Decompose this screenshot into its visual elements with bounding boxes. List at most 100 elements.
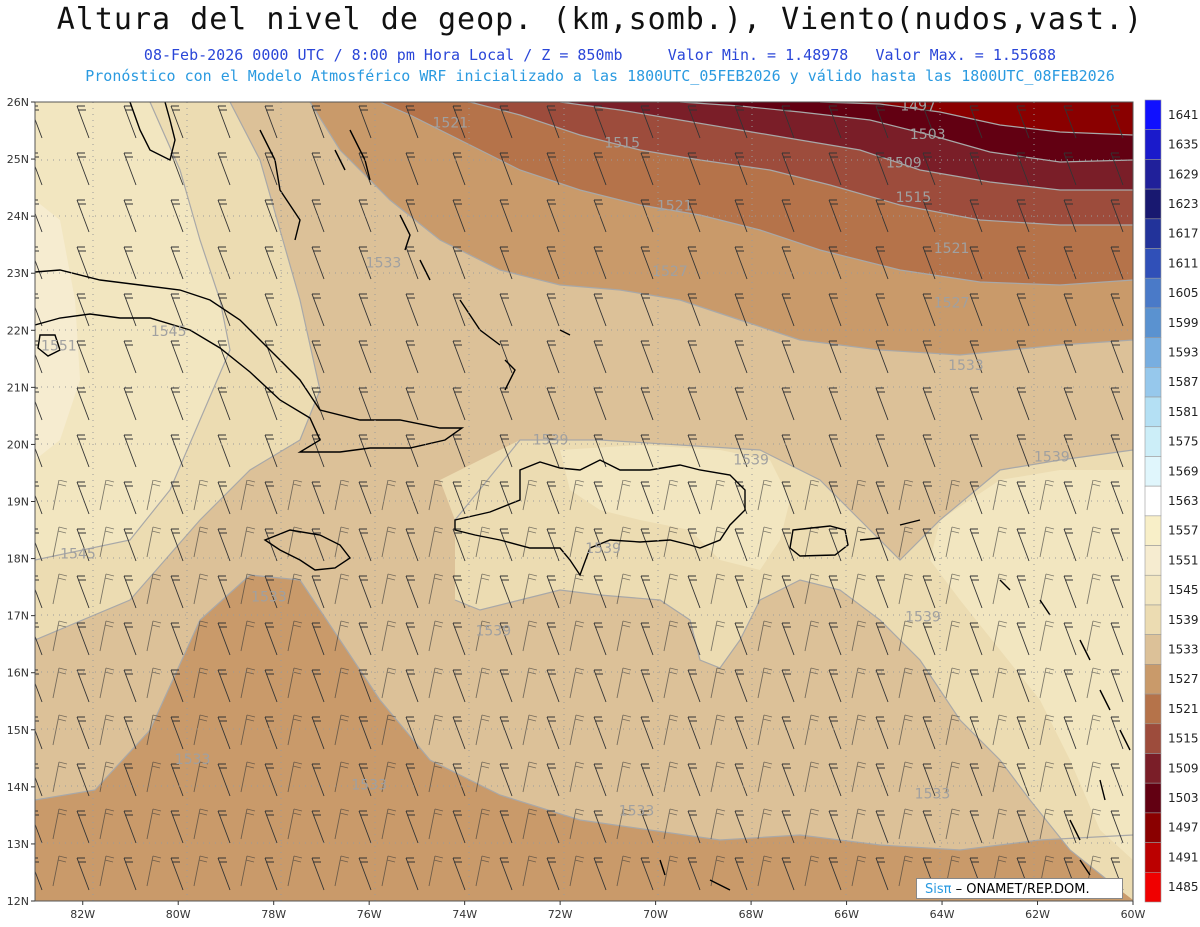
contour-label: 1497 <box>900 99 936 115</box>
lon-tick-label: 60W <box>1121 908 1146 921</box>
puerto-rico-coastline <box>789 525 849 557</box>
lon-tick-label: 82W <box>70 908 95 921</box>
colorbar-swatch <box>1144 426 1162 457</box>
lat-tick-label: 19N <box>7 496 29 509</box>
lon-tick-label: 62W <box>1025 908 1050 921</box>
contour-label: 1545 <box>60 547 96 563</box>
lat-tick-label: 25N <box>7 153 29 166</box>
colorbar-swatch <box>1144 812 1162 843</box>
colorbar-swatch <box>1144 159 1162 190</box>
colorbar-swatch <box>1144 753 1162 784</box>
colorbar-label: 1635 <box>1168 138 1199 152</box>
colorbar-label: 1515 <box>1168 732 1199 746</box>
colorbar-swatch <box>1144 248 1162 279</box>
colorbar: 1641 1635 1629 1623 1617 1611 1605 1599 1593 1587… <box>1144 99 1199 903</box>
wind-barbs-field-south <box>35 480 1133 901</box>
contour-label: 1539 <box>1034 450 1070 466</box>
colorbar-label: 1599 <box>1168 316 1199 330</box>
contour-label: 1515 <box>896 190 932 206</box>
colorbar-label: 1623 <box>1168 197 1199 211</box>
colorbar-swatch <box>1144 515 1162 546</box>
colorbar-swatch <box>1144 99 1162 131</box>
colorbar-swatch <box>1144 634 1162 665</box>
contour-label: 1539 <box>585 541 621 557</box>
lat-tick-label: 17N <box>7 610 29 623</box>
datetime-text: 08-Feb-2026 0000 UTC / 8:00 pm Hora Loca… <box>143 46 623 64</box>
colorbar-label: 1557 <box>1168 524 1199 538</box>
contour-label: 1533 <box>351 778 387 794</box>
colorbar-label: 1593 <box>1168 345 1199 359</box>
lat-tick-label: 20N <box>7 438 29 451</box>
colorbar-swatch <box>1144 782 1162 814</box>
contour-label: 1509 <box>886 156 922 172</box>
contour-label: 1533 <box>619 803 655 819</box>
chart-title: Altura del nivel de geop. (km,somb.), Vi… <box>56 2 1144 37</box>
colorbar-swatch <box>1144 277 1162 309</box>
contour-label: 1521 <box>657 198 693 214</box>
colorbar-label: 1587 <box>1168 375 1199 389</box>
lon-tick-label: 64W <box>930 908 955 921</box>
lon-tick-label: 76W <box>357 908 382 921</box>
colorbar-swatch <box>1144 604 1162 635</box>
contour-label: 1539 <box>533 432 569 448</box>
colorbar-swatch <box>1144 723 1162 754</box>
cuba-coastline <box>35 269 465 453</box>
lat-tick-label: 26N <box>7 96 29 109</box>
south-america-islands <box>659 859 1091 891</box>
colorbar-label: 1575 <box>1168 435 1199 449</box>
contour-label: 1527 <box>934 295 970 311</box>
colorbar-label: 1503 <box>1168 791 1199 805</box>
lon-tick-label: 74W <box>452 908 477 921</box>
height-shading: 1497 1503 1509 1515 1515 1521 1521 1521 1527 1527… <box>35 99 1133 901</box>
contour-label: 1539 <box>905 609 941 625</box>
colorbar-label: 1527 <box>1168 672 1199 686</box>
colorbar-label: 1533 <box>1168 643 1199 657</box>
credit-text: – ONAMET/REP.DOM. <box>955 882 1090 897</box>
colorbar-label: 1641 <box>1168 108 1199 122</box>
lat-tick-label: 14N <box>7 781 29 794</box>
colorbar-label: 1629 <box>1168 167 1199 181</box>
contour-label: 1539 <box>475 624 511 640</box>
florida-coastline <box>129 102 176 162</box>
colorbar-swatch <box>1144 545 1162 576</box>
lon-tick-label: 68W <box>739 908 764 921</box>
colorbar-label: 1497 <box>1168 821 1199 835</box>
colorbar-label: 1581 <box>1168 405 1199 419</box>
colorbar-swatch <box>1144 218 1162 249</box>
subtitle-line-2: Pronóstico con el Modelo Atmosférico WRF… <box>85 67 1115 85</box>
contour-label: 1527 <box>652 264 688 280</box>
jamaica-coastline <box>263 529 352 571</box>
isle-of-youth-coastline <box>37 334 61 357</box>
lon-tick-label: 72W <box>548 908 573 921</box>
min-value-text: Valor Min. = 1.48978 <box>667 46 849 64</box>
lat-tick-label: 18N <box>7 553 29 566</box>
hispaniola-coastline <box>454 459 746 577</box>
contour-label: 1545 <box>151 324 187 340</box>
contour-label: 1533 <box>175 752 211 768</box>
colorbar-swatch <box>1144 456 1162 487</box>
colorbar-swatch <box>1144 574 1162 606</box>
max-value-text: Valor Max. = 1.55688 <box>875 46 1057 64</box>
lat-tick-label: 13N <box>7 838 29 851</box>
colorbar-swatch <box>1144 664 1162 695</box>
colorbar-swatch <box>1144 693 1162 725</box>
colorbar-label: 1551 <box>1168 553 1199 567</box>
coastlines <box>35 102 1131 891</box>
credit-box: Sisπ – ONAMET/REP.DOM. <box>916 878 1123 899</box>
contour-label: 1533 <box>948 358 984 374</box>
colorbar-label: 1563 <box>1168 494 1199 508</box>
contour-label: 1533 <box>915 786 951 802</box>
colorbar-label: 1539 <box>1168 613 1199 627</box>
contour-label: 1521 <box>433 116 469 132</box>
colorbar-label: 1569 <box>1168 464 1199 478</box>
lon-tick-label: 80W <box>166 908 191 921</box>
latitude-axis: 12N 13N 14N 15N 16N 17N 18N 19N 20N 21N 22N 23N 24N 2… <box>7 96 35 908</box>
lon-tick-label: 70W <box>643 908 668 921</box>
lat-tick-label: 24N <box>7 210 29 223</box>
colorbar-label: 1605 <box>1168 286 1199 300</box>
colorbar-swatch <box>1144 188 1162 220</box>
lat-tick-label: 22N <box>7 324 29 337</box>
colorbar-label: 1521 <box>1168 702 1199 716</box>
lon-tick-label: 66W <box>834 908 859 921</box>
